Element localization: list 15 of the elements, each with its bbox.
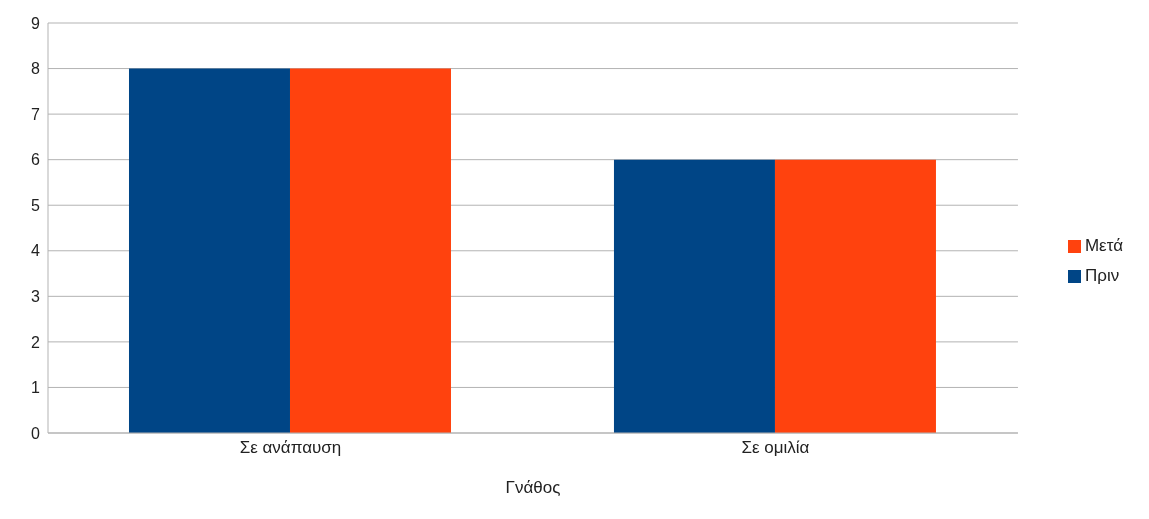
y-tick-label: 6	[31, 151, 41, 169]
y-tick-label: 1	[31, 379, 41, 397]
x-axis-title: Γνάθος	[505, 478, 561, 497]
legend-label: Μετά	[1084, 235, 1123, 255]
y-tick-label: 8	[31, 60, 41, 78]
x-tick-label: Σε ομιλία	[741, 438, 810, 458]
y-tick-label: 7	[31, 105, 41, 123]
legend-label: Πριν	[1084, 265, 1120, 285]
y-tick-label: 2	[31, 333, 41, 351]
y-tick-label: 5	[31, 196, 41, 214]
y-tick-label: 9	[31, 14, 41, 32]
y-tick-label: 4	[31, 242, 41, 260]
x-tick-label: Σε ανάπαυση	[239, 438, 342, 458]
y-tick-label: 0	[31, 424, 41, 442]
y-tick-label: 3	[31, 288, 41, 306]
